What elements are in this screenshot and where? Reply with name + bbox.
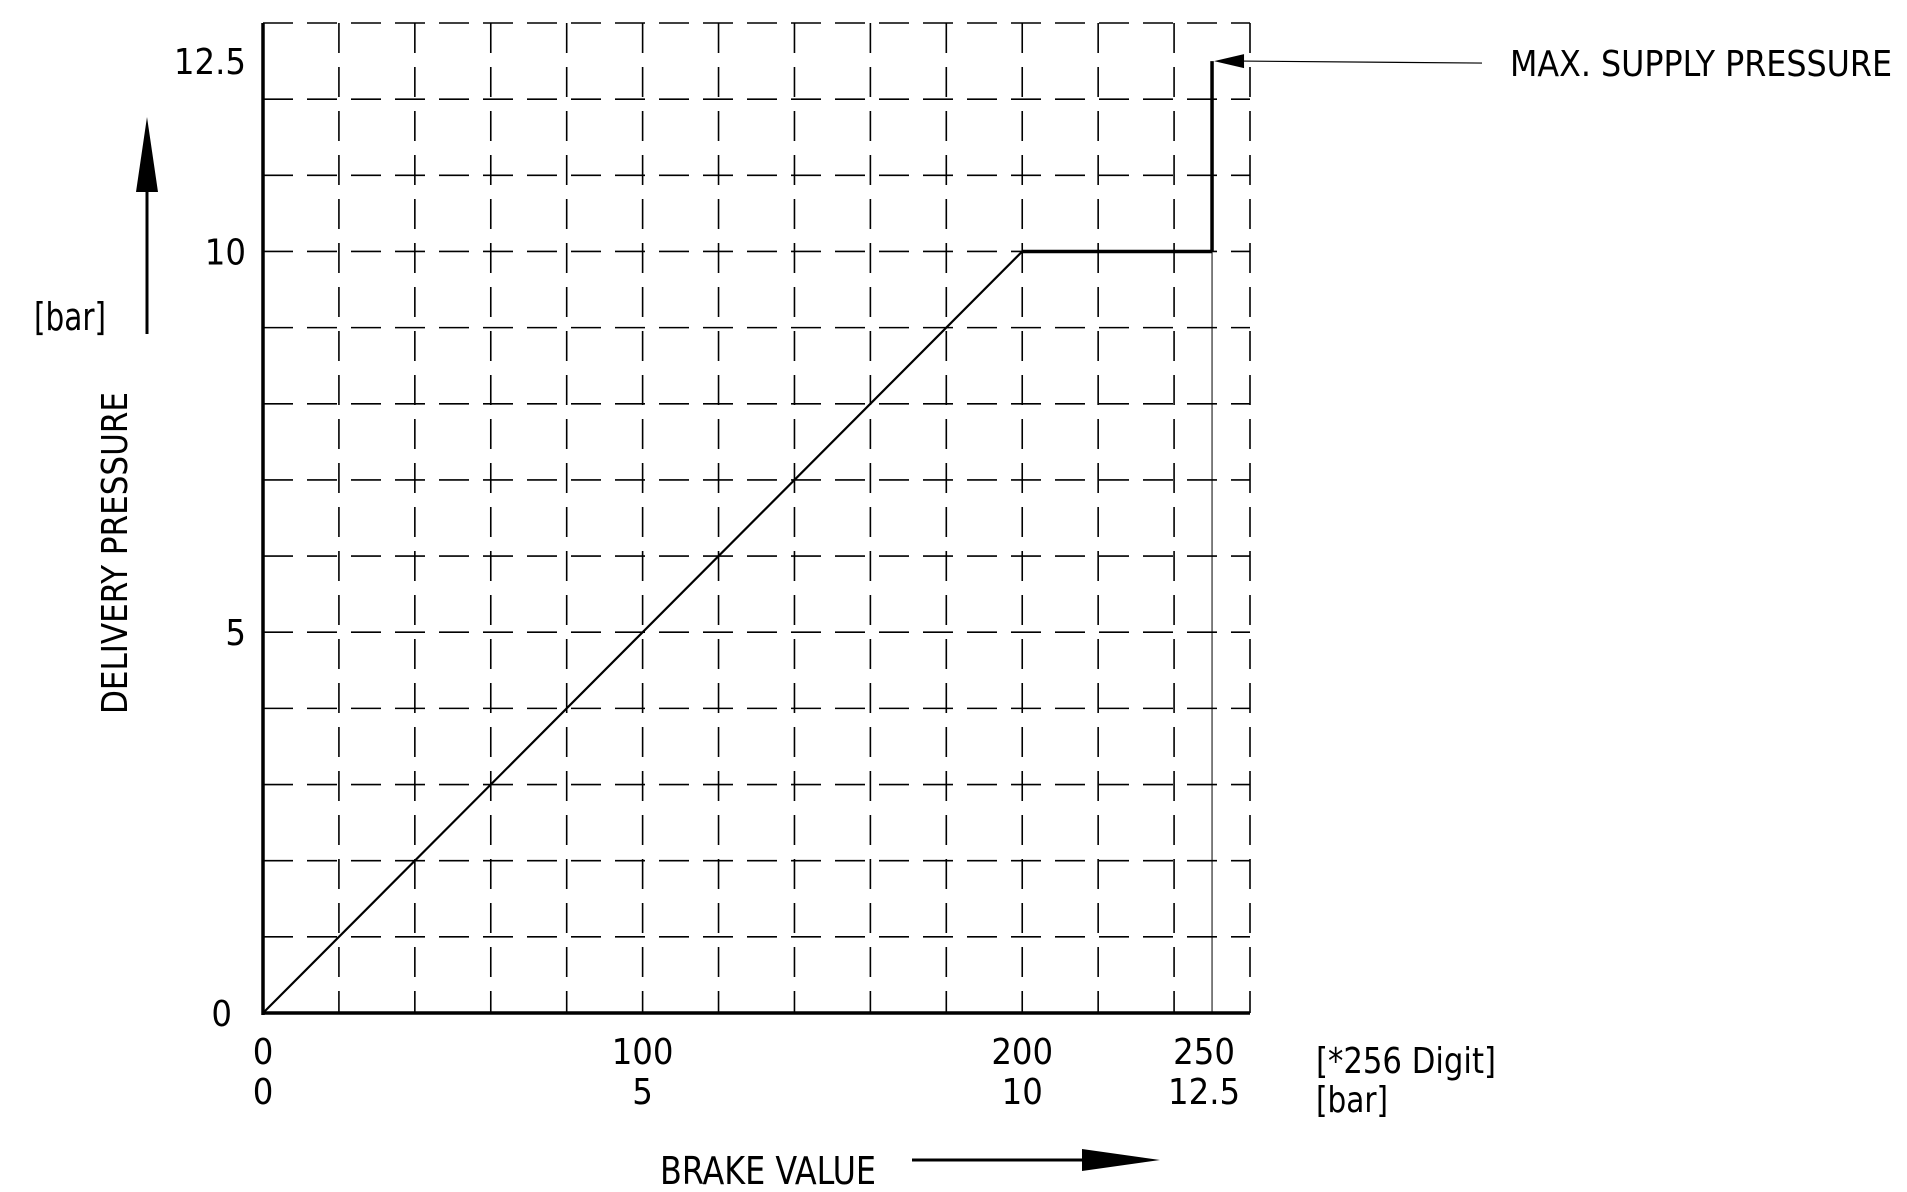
x-tick-label-primary: 100 (612, 1032, 674, 1073)
axes (261, 23, 1250, 1015)
y-tick-label: 0 (211, 994, 232, 1035)
x-tick-label-primary: 250 (1173, 1032, 1235, 1073)
x-tick-label-secondary: 0 (253, 1072, 274, 1113)
x-tick-label-primary: 0 (253, 1032, 274, 1073)
x-tick-label-primary: 200 (991, 1032, 1053, 1073)
x-axis-arrow-icon (912, 1149, 1160, 1171)
max-supply-pressure-annotation: MAX. SUPPLY PRESSURE (1214, 44, 1892, 85)
x-tick-label-secondary: 10 (1002, 1072, 1043, 1113)
x-axis-title: BRAKE VALUE (660, 1149, 876, 1192)
series-layer (262, 61, 1214, 1014)
y-tick-label: 10 (205, 232, 246, 273)
y-tick-label: 5 (225, 613, 246, 654)
max-supply-pressure-label: MAX. SUPPLY PRESSURE (1510, 44, 1892, 85)
series-ramp-line (262, 250, 1024, 1014)
x-tick-label-secondary: 5 (632, 1072, 653, 1113)
grid (263, 22, 1251, 1013)
y-axis-arrow-icon (136, 117, 158, 334)
y-tick-label: 12.5 (174, 42, 246, 83)
y-unit-label: [bar] (34, 295, 106, 339)
x-unit-secondary: [bar] (1316, 1080, 1388, 1121)
x-unit-primary: [*256 Digit] (1316, 1041, 1496, 1082)
tick-labels: 0 5 10 12.5 0 100 200 250 0 5 10 12.5 (174, 42, 1240, 1113)
y-axis-title: DELIVERY PRESSURE (95, 392, 136, 714)
x-tick-label-secondary: 12.5 (1168, 1072, 1240, 1113)
